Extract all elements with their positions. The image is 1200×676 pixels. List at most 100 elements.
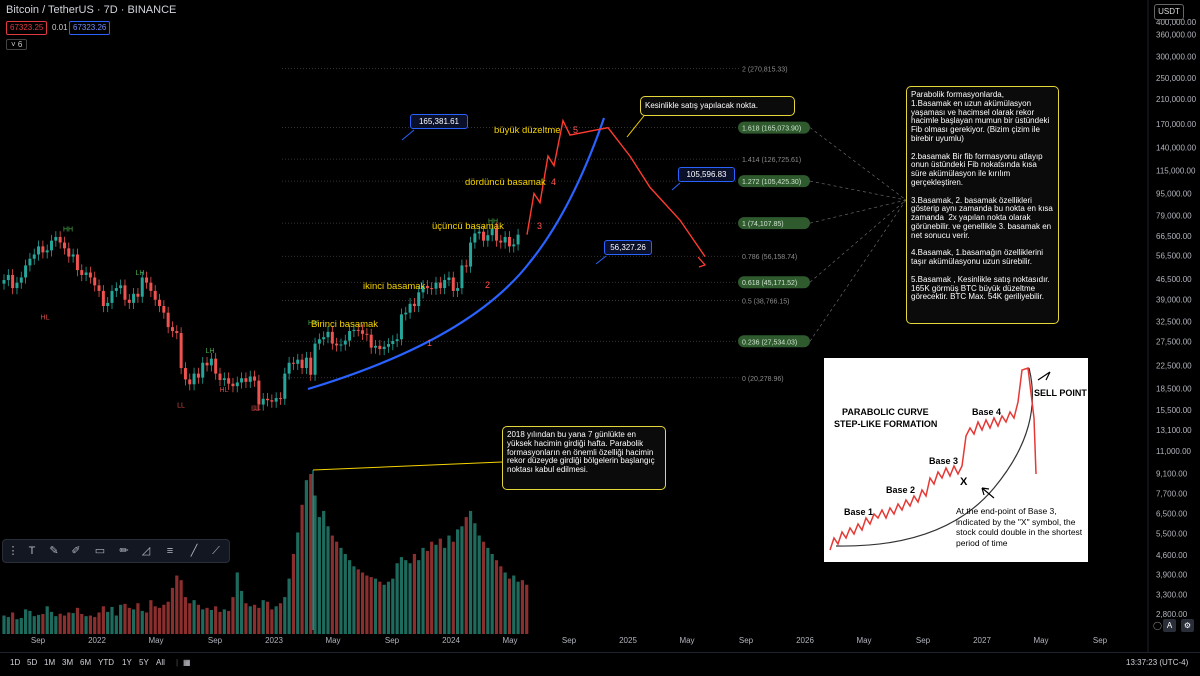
illustration-caption-wrap: At the end-point of Base 3, indicated by…: [956, 506, 1083, 548]
time-tick-label: Sep: [208, 636, 223, 645]
time-tick-label: Sep: [385, 636, 400, 645]
tf-1d[interactable]: 1D: [10, 658, 21, 667]
time-tick-label: May: [1033, 636, 1048, 645]
volume-bar: [464, 517, 468, 634]
volume-bar: [270, 609, 274, 634]
price-tick-label: 250,000.00: [1156, 74, 1197, 83]
auto-scale-circle-icon[interactable]: ◯: [1153, 621, 1162, 630]
auto-scale-button[interactable]: A: [1163, 619, 1176, 632]
illustration-base-1: Base 1: [844, 507, 873, 517]
time-axis: Sep 2022 May Sep 2023 May Sep 2024 May Sep 2025 May…: [31, 636, 1108, 645]
candle-body: [170, 327, 174, 332]
step-label: Birinci basamak: [311, 319, 378, 330]
ruler-icon[interactable]: ╱: [190, 545, 198, 557]
line-style-icon[interactable]: ≡: [166, 545, 174, 557]
candle-body: [24, 265, 28, 278]
ask-price[interactable]: 67323.26: [69, 21, 111, 35]
time-tick-label: 2026: [796, 636, 814, 645]
symbol-title[interactable]: Bitcoin / TetherUS · 7D · BINANCE: [6, 4, 177, 16]
brush-icon[interactable]: ✎: [49, 545, 59, 557]
pencil-icon[interactable]: ✏: [119, 545, 129, 557]
candle-body: [386, 344, 390, 347]
candle-body: [71, 254, 75, 257]
tf-5d[interactable]: 5D: [27, 658, 38, 667]
volume-bar: [451, 541, 455, 634]
callout-icon[interactable]: ▭: [94, 545, 106, 557]
candle-body: [75, 254, 79, 271]
candle-body: [507, 236, 511, 247]
fib-highlight: [738, 175, 810, 188]
price-callout-56k[interactable]: 56,327.26: [604, 240, 652, 255]
currency-button[interactable]: USDT: [1154, 4, 1184, 20]
tf-3m[interactable]: 3M: [62, 658, 74, 667]
drag-handle-icon[interactable]: ⋮: [7, 545, 19, 557]
illustration-base-3: Base 3: [929, 456, 958, 466]
trend-line-icon[interactable]: ⟋: [212, 545, 220, 557]
candle-body: [512, 244, 516, 247]
volume-bar: [248, 606, 252, 634]
bid-price[interactable]: 67323.25: [6, 21, 48, 35]
eraser-icon[interactable]: ◿: [141, 545, 151, 557]
fib-label: 0.5 (38,766.15): [742, 298, 789, 305]
illustration-caption: At the end-point of Base 3, indicated by…: [956, 506, 1083, 548]
volume-bar: [36, 614, 41, 634]
volume-bar: [382, 584, 386, 634]
note-connector: [312, 461, 503, 471]
tf-6m[interactable]: 6M: [80, 658, 92, 667]
candle-body: [304, 357, 308, 369]
note-sell-point[interactable]: Kesinlikle satış yapılacak nokta.: [640, 96, 795, 116]
volume-bar: [425, 550, 429, 634]
price-tick-label: 79,000.00: [1156, 212, 1192, 221]
tf-ytd[interactable]: YTD: [98, 658, 114, 667]
candle-body: [369, 334, 373, 348]
candle-body: [326, 331, 330, 338]
candle-body: [253, 376, 257, 381]
volume-bar: [322, 510, 326, 634]
fib-highlight: [738, 276, 810, 289]
text-tool-icon[interactable]: T: [28, 545, 36, 557]
candle-body: [477, 231, 481, 234]
candle-body: [28, 258, 32, 266]
volume-bar: [339, 547, 343, 634]
candle-body: [119, 285, 123, 289]
price-callout-105k[interactable]: 105,596.83: [678, 167, 735, 182]
indicator-toggle[interactable]: ˅ 6: [6, 39, 28, 50]
volume-bar: [19, 618, 23, 634]
price-tick-label: 56,500.00: [1156, 252, 1192, 261]
price-callout-165k[interactable]: 165,381.61: [410, 114, 468, 129]
candle-body: [110, 290, 114, 303]
candle-body: [37, 246, 41, 255]
calendar-icon[interactable]: ▦: [183, 658, 191, 667]
illustration-base-4: Base 4: [972, 407, 1001, 417]
candle-body: [309, 357, 313, 375]
note-volume-record[interactable]: 2018 yılından bu yana 7 günlükte en yüks…: [502, 426, 666, 490]
time-tick-label: Sep: [31, 636, 46, 645]
tf-5y[interactable]: 5Y: [139, 658, 149, 667]
highlighter-icon[interactable]: ✐: [71, 545, 81, 557]
volume-bar: [6, 617, 10, 634]
volume-bar: [101, 606, 105, 634]
volume-bar: [84, 616, 88, 634]
volume-bar: [144, 612, 149, 634]
candle-body: [503, 236, 507, 243]
price-tick-label: 115,000.00: [1156, 167, 1196, 176]
tf-1y[interactable]: 1Y: [122, 658, 132, 667]
candle-body: [84, 272, 88, 275]
tf-1m[interactable]: 1M: [44, 658, 56, 667]
volume-bar: [343, 554, 347, 634]
fib-note-connector: [809, 199, 907, 224]
candle-body: [412, 303, 416, 307]
candle-body: [132, 293, 136, 303]
illustration-svg: PARABOLIC CURVE STEP-LIKE FORMATION SELL…: [829, 366, 1087, 551]
candle-body: [460, 265, 464, 289]
candle-body: [266, 398, 270, 401]
candle-body: [395, 339, 399, 341]
step-number: 5: [573, 125, 578, 135]
volume-bar: [490, 554, 494, 634]
tf-all[interactable]: All: [156, 658, 165, 667]
note-parabolic-explanation[interactable]: Parabolik formasyonlarda, 1.Basamak en u…: [906, 86, 1059, 324]
candle-body: [343, 340, 347, 345]
volume-bar: [132, 609, 136, 634]
settings-gear-icon[interactable]: ⚙: [1181, 619, 1194, 632]
